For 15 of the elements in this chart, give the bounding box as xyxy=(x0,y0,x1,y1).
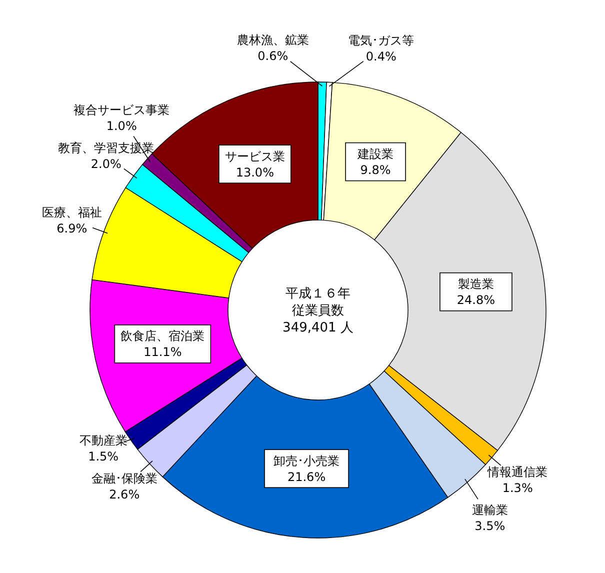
label: 医療、福祉 6.9% xyxy=(42,205,102,236)
label: 建設業 9.8% xyxy=(358,146,394,177)
label: 金融･保険業 2.6% xyxy=(91,472,158,502)
center-text: 平成１６年 従業員数 349,401 人 xyxy=(282,286,354,336)
label: 電気･ガス等 0.4% xyxy=(348,34,414,64)
label: 不動産業 1.5% xyxy=(79,434,128,464)
label: 複合サービス事業 1.0% xyxy=(74,103,170,133)
label: 飲食店、宿泊業 11.1% xyxy=(120,329,205,360)
label: 教育、学習支援業 2.0% xyxy=(58,141,154,171)
label: 農林漁、鉱業 0.6% xyxy=(236,33,309,64)
label: サービス業 13.0% xyxy=(224,149,285,180)
label: 卸売･小売業 21.6% xyxy=(274,454,340,484)
label: 情報通信業 1.3% xyxy=(488,464,548,495)
label: 運輸業 3.5% xyxy=(472,502,508,533)
label: 製造業 24.8% xyxy=(456,277,496,308)
